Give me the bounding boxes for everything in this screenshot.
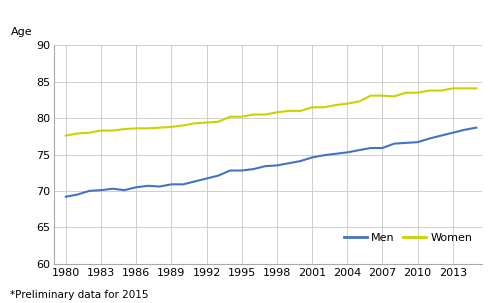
Women	[333, 103, 338, 107]
Men	[157, 185, 163, 188]
Men	[204, 177, 210, 180]
Women	[356, 100, 362, 103]
Women	[250, 113, 256, 116]
Men	[227, 169, 233, 172]
Men	[215, 174, 221, 178]
Women	[321, 105, 327, 109]
Women	[309, 105, 315, 109]
Women	[133, 127, 139, 130]
Men	[427, 137, 432, 140]
Men	[133, 185, 139, 189]
Men	[75, 193, 81, 196]
Women	[286, 109, 292, 113]
Women	[461, 87, 467, 90]
Women	[427, 89, 432, 92]
Men	[110, 187, 116, 191]
Women	[473, 87, 479, 90]
Text: Age: Age	[11, 27, 33, 37]
Men	[122, 188, 127, 192]
Men	[262, 164, 268, 168]
Women	[204, 121, 210, 124]
Women	[262, 113, 268, 116]
Women	[168, 125, 174, 129]
Women	[63, 134, 69, 138]
Men	[321, 153, 327, 157]
Men	[344, 151, 350, 154]
Men	[145, 184, 151, 188]
Men	[403, 141, 409, 145]
Men	[450, 131, 456, 135]
Women	[122, 127, 127, 131]
Women	[368, 94, 374, 98]
Men	[274, 164, 280, 167]
Women	[110, 129, 116, 132]
Women	[98, 129, 104, 132]
Text: *Preliminary data for 2015: *Preliminary data for 2015	[10, 290, 149, 300]
Men	[98, 188, 104, 192]
Men	[391, 142, 397, 145]
Men	[239, 169, 245, 172]
Women	[145, 127, 151, 130]
Men	[298, 159, 304, 163]
Men	[192, 180, 198, 183]
Women	[403, 91, 409, 95]
Men	[368, 146, 374, 150]
Men	[333, 152, 338, 156]
Women	[239, 115, 245, 118]
Women	[344, 102, 350, 105]
Men	[438, 134, 444, 138]
Men	[87, 189, 92, 193]
Women	[75, 132, 81, 135]
Women	[438, 89, 444, 92]
Women	[450, 87, 456, 90]
Men	[356, 148, 362, 152]
Women	[298, 109, 304, 113]
Men	[379, 146, 385, 150]
Men	[473, 126, 479, 129]
Women	[415, 91, 421, 95]
Women	[274, 111, 280, 114]
Men	[461, 128, 467, 132]
Women	[87, 131, 92, 135]
Men	[415, 140, 421, 144]
Women	[379, 94, 385, 98]
Men	[63, 195, 69, 198]
Women	[180, 124, 186, 127]
Men	[309, 156, 315, 159]
Legend: Men, Women: Men, Women	[340, 228, 477, 247]
Men	[168, 182, 174, 186]
Men	[250, 167, 256, 171]
Men	[286, 161, 292, 165]
Women	[215, 120, 221, 124]
Women	[157, 126, 163, 129]
Women	[391, 95, 397, 98]
Line: Men: Men	[66, 128, 476, 197]
Line: Women: Women	[66, 88, 476, 136]
Women	[227, 115, 233, 118]
Women	[192, 122, 198, 125]
Men	[180, 182, 186, 186]
